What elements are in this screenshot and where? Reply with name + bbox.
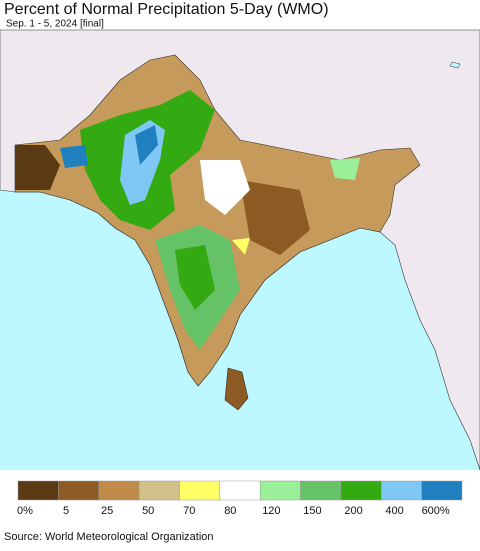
legend-swatch [340, 480, 382, 501]
legend-swatch [381, 480, 422, 501]
legend-swatch [58, 480, 99, 501]
legend-label: 400 [385, 505, 403, 517]
legend-label: 600% [422, 505, 450, 517]
legend-swatch [17, 480, 59, 501]
precip-patch [175, 245, 215, 310]
footer-area [0, 528, 480, 546]
legend-label: 5 [63, 505, 69, 517]
precip-patch [60, 145, 88, 168]
legend-label: 200 [344, 505, 362, 517]
precip-patch [240, 180, 310, 255]
subtitle: Sep. 1 - 5, 2024 [final] [6, 19, 104, 30]
lake [449, 61, 461, 69]
legend-label: 50 [142, 505, 154, 517]
legend-label: 80 [224, 505, 236, 517]
precip-patch [200, 160, 250, 215]
legend: 0% 5 25 50 70 80 120 150 200 400 600% [17, 480, 463, 517]
legend-swatch [98, 480, 140, 501]
precip-patch [15, 145, 60, 190]
precip-patch [232, 238, 250, 255]
legend-swatch [421, 480, 463, 501]
map [0, 29, 480, 471]
source: Source: World Meteorological Organizatio… [4, 531, 214, 543]
legend-label: 150 [303, 505, 321, 517]
legend-label: 25 [101, 505, 113, 517]
legend-swatch [138, 480, 180, 501]
precip-patch [330, 158, 360, 180]
legend-swatch [179, 480, 221, 501]
legend-swatch [300, 480, 342, 501]
sri-lanka [224, 367, 249, 411]
legend-swatch [259, 480, 301, 501]
title: Percent of Normal Precipitation 5-Day (W… [4, 1, 329, 18]
legend-label: 0% [17, 505, 33, 517]
legend-label: 70 [183, 505, 195, 517]
legend-swatch [219, 480, 261, 501]
precip-patch [135, 125, 158, 165]
legend-label: 120 [262, 505, 280, 517]
